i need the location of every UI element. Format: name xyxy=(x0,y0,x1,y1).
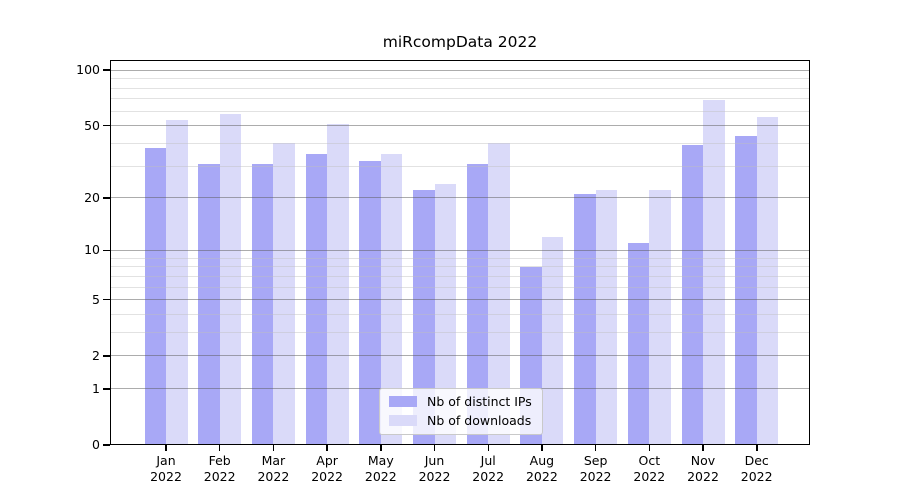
bar-downloads-aug xyxy=(541,236,564,445)
legend: Nb of distinct IPs Nb of downloads xyxy=(379,388,543,435)
legend-item-downloads: Nb of downloads xyxy=(389,413,532,428)
x-tick-label: Oct 2022 xyxy=(633,453,666,484)
bar-ips-feb xyxy=(198,163,220,445)
x-tick xyxy=(648,445,650,451)
y-tick-label: 20 xyxy=(84,189,100,205)
x-tick xyxy=(541,445,543,451)
y-tick xyxy=(103,124,110,127)
gridline-minor xyxy=(110,87,810,89)
bar-ips-may xyxy=(359,161,381,445)
bar-ips-sep xyxy=(574,194,596,445)
x-tick-label: Mar 2022 xyxy=(257,453,290,484)
gridline-minor xyxy=(110,110,810,112)
x-tick xyxy=(272,445,275,451)
x-tick xyxy=(756,445,758,451)
x-tick xyxy=(433,445,436,451)
y-tick xyxy=(103,197,110,199)
chart-title: miRcompData 2022 xyxy=(382,33,538,51)
bar-ips-dec xyxy=(735,135,757,445)
bar-downloads-apr xyxy=(327,124,349,445)
bar-downloads-jul xyxy=(488,143,510,445)
gridline-minor xyxy=(110,275,810,277)
bar-downloads-jan xyxy=(166,119,188,445)
legend-swatch-downloads-icon xyxy=(389,415,417,426)
y-tick-label: 5 xyxy=(92,291,100,307)
legend-item-distinct-ips: Nb of distinct IPs xyxy=(389,394,532,409)
gridline-minor xyxy=(110,313,810,315)
legend-swatch-ips-icon xyxy=(389,396,417,407)
x-tick-label: Nov 2022 xyxy=(687,453,719,484)
y-tick xyxy=(103,249,110,251)
bar-ips-jan xyxy=(144,147,166,445)
gridline-minor xyxy=(110,98,810,100)
gridline-minor xyxy=(110,165,810,167)
x-tick-label: Apr 2022 xyxy=(311,453,343,484)
gridline-major xyxy=(110,69,810,71)
legend-label-distinct-ips: Nb of distinct IPs xyxy=(427,394,532,409)
bar-ips-jul xyxy=(466,163,489,445)
x-tick-label: Sep 2022 xyxy=(579,453,612,484)
x-tick xyxy=(594,445,597,451)
y-tick-label: 100 xyxy=(76,62,100,78)
bar-ips-jun xyxy=(413,190,435,445)
x-tick-label: Feb 2022 xyxy=(203,453,236,484)
x-tick-label: May 2022 xyxy=(364,453,397,484)
bar-downloads-oct xyxy=(649,190,671,445)
x-tick xyxy=(702,445,704,451)
bar-downloads-mar xyxy=(273,143,295,445)
gridline-minor xyxy=(110,257,810,259)
bar-downloads-feb xyxy=(219,113,242,445)
x-tick xyxy=(380,445,382,451)
gridline-minor xyxy=(110,266,810,268)
bar-ips-oct xyxy=(627,243,650,445)
y-tick-label: 10 xyxy=(84,242,100,258)
bar-downloads-nov xyxy=(703,100,725,445)
y-tick-label: 1 xyxy=(92,380,100,396)
bar-ips-mar xyxy=(251,163,274,445)
legend-label-downloads: Nb of downloads xyxy=(427,413,532,428)
gridline-minor xyxy=(110,142,810,144)
x-tick-label: Jun 2022 xyxy=(418,453,451,484)
gridline-major xyxy=(110,249,810,251)
gridline-minor xyxy=(110,78,810,80)
y-tick xyxy=(103,355,110,357)
x-tick xyxy=(326,445,328,451)
bar-ips-nov xyxy=(681,145,703,445)
y-tick xyxy=(103,388,110,390)
bar-downloads-sep xyxy=(595,190,618,445)
x-tick-label: Aug 2022 xyxy=(525,453,558,484)
bar-downloads-dec xyxy=(756,116,779,445)
gridline-major xyxy=(110,197,810,199)
x-tick-label: Jan 2022 xyxy=(150,453,182,484)
y-tick-label: 50 xyxy=(84,117,100,133)
y-tick xyxy=(103,298,110,301)
x-tick-label: Jul 2022 xyxy=(472,453,505,484)
gridline-minor xyxy=(110,286,810,288)
gridline-minor xyxy=(110,331,810,333)
y-tick xyxy=(103,69,110,71)
gridline-major xyxy=(110,355,810,357)
gridline-major xyxy=(110,125,810,127)
x-tick-label: Dec 2022 xyxy=(740,453,773,484)
x-tick xyxy=(165,445,167,451)
gridline-major xyxy=(110,299,810,300)
bar-downloads-jun xyxy=(434,183,456,445)
x-tick xyxy=(487,445,489,451)
y-tick-label: 0 xyxy=(92,437,100,452)
x-tick xyxy=(218,445,221,451)
y-tick-label: 2 xyxy=(92,347,100,363)
y-tick xyxy=(103,444,110,446)
